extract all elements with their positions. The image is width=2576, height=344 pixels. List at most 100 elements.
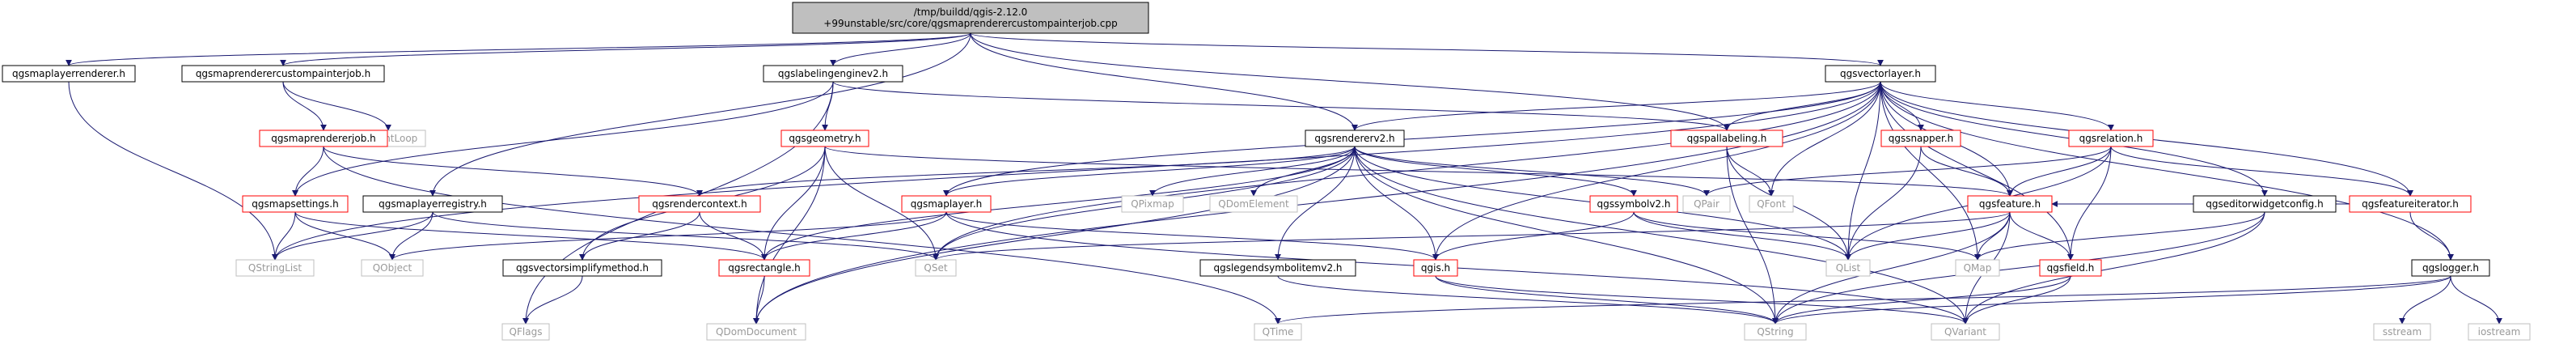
node-qgslabelingenginev2[interactable]: qgslabelingenginev2.h: [763, 65, 903, 83]
edge-root-to-qgsrendererv2: [970, 32, 1358, 131]
node-label-qgsmaprendererjob-0: qgsmaprendererjob.h: [271, 133, 376, 144]
edge-qgsrelation-to-qpair: [1703, 146, 2112, 197]
node-qgsrelation[interactable]: qgsrelation.h: [2068, 130, 2154, 147]
edge-qgsrelation-to-qgsfeatureiterator: [2110, 146, 2413, 197]
edge-qgsrelation-to-qgsfeature: [2007, 146, 2112, 197]
node-label-qgsmapsettings-0: qgsmapsettings.h: [252, 198, 338, 210]
edge-qgsfeatureiterator-to-qgslogger: [2409, 211, 2454, 261]
node-qtime: QTime: [1254, 323, 1302, 341]
node-label-qgslabelingenginev2-0: qgslabelingenginev2.h: [778, 68, 888, 79]
node-label-qgsmaplayerrenderer-0: qgsmaplayerrenderer.h: [12, 68, 125, 79]
edge-qgsfeature-to-qstring: [1772, 211, 2011, 325]
node-qlist: QList: [1825, 259, 1871, 277]
edge-root-to-qgsmaplayerregistry: [429, 32, 971, 197]
edge-qgsmaplayerregistry-to-qstringlist: [272, 211, 434, 261]
node-qgssnapper[interactable]: qgssnapper.h: [1880, 130, 1961, 147]
edge-qgsmaprendererjob-to-qgsrendercontext: [323, 146, 703, 197]
edge-qgsfeature-to-qlist: [1845, 211, 2011, 261]
node-qgslogger[interactable]: qgslogger.h: [2411, 259, 2490, 277]
edge-qgsrendererv2-to-qgssymbolv2: [1354, 146, 1637, 197]
node-qgsfield[interactable]: qgsfield.h: [2039, 259, 2102, 277]
edge-qgspallabeling-to-qstring: [1726, 146, 1779, 325]
edge-qgsgeometry-to-qset: [824, 146, 939, 261]
edge-qgsrelation-to-qgsfield: [2067, 146, 2112, 261]
node-qset: QSet: [915, 259, 957, 277]
node-qfont: QFont: [1749, 195, 1794, 213]
node-label-qgsrendercontext-0: qgsrendercontext.h: [652, 198, 747, 210]
node-label-qgslegendsymbolitemv2-0: qgslegendsymbolitemv2.h: [1213, 262, 1342, 274]
node-label-qgsfeature-0: qgsfeature.h: [1979, 198, 2041, 210]
node-qgsmaprenderercustompainterjob[interactable]: qgsmaprenderercustompainterjob.h: [181, 65, 385, 83]
edge-root-to-qgspallabeling: [970, 32, 1730, 131]
edge-qgslogger-to-qtime: [1275, 275, 2451, 325]
node-qgsgeometry[interactable]: qgsgeometry.h: [780, 130, 869, 147]
node-label-qgsgeometry-0: qgsgeometry.h: [789, 133, 861, 144]
node-label-iostream-0: iostream: [2478, 326, 2521, 338]
node-qgsmaplayer[interactable]: qgsmaplayer.h: [901, 195, 992, 213]
node-qdomdocument: QDomDocument: [706, 323, 806, 341]
node-qdomelement: QDomElement: [1209, 195, 1298, 213]
edge-qgsgeometry-to-qgsrectangle: [761, 146, 826, 261]
edge-qgsfield-to-qvariant: [1962, 275, 2071, 325]
node-label-qdomdocument-0: QDomDocument: [716, 326, 797, 338]
node-label-qvariant-0: QVariant: [1944, 326, 1986, 338]
node-qmap: QMap: [1955, 259, 2000, 277]
edge-qgsrendercontext-to-qgsrectangle: [699, 211, 768, 261]
node-qgslegendsymbolitemv2[interactable]: qgslegendsymbolitemv2.h: [1199, 259, 1356, 277]
edge-qgssymbolv2-to-qmap: [1633, 211, 1981, 261]
node-label-qgsrendererv2-0: qgsrendererv2.h: [1314, 133, 1394, 144]
node-label-qpair-0: QPair: [1694, 198, 1719, 210]
node-qgspallabeling[interactable]: qgspallabeling.h: [1670, 130, 1783, 147]
edge-qgsvectorlayer-to-qgslogger: [1880, 81, 2454, 261]
node-qstring: QString: [1744, 323, 1807, 341]
node-qvariant: QVariant: [1931, 323, 2000, 341]
node-label-qstringlist-0: QStringList: [248, 262, 302, 274]
edge-qgsvectorlayer-to-qlist: [1845, 81, 1881, 261]
edge-root-to-qgslabelingenginev2: [830, 32, 971, 66]
node-label-qflags-0: QFlags: [510, 326, 543, 338]
edge-qgsgeometry-to-qgsfeature: [824, 146, 2013, 197]
edge-qgslabelingenginev2-to-qgsmapsettings: [292, 81, 834, 197]
edge-qgseditorwidgetconfig-to-qstring: [1772, 211, 2265, 325]
node-qgsrendercontext[interactable]: qgsrendercontext.h: [638, 195, 761, 213]
node-label-qgsrelation-0: qgsrelation.h: [2079, 133, 2143, 144]
node-qgsfeatureiterator[interactable]: qgsfeatureiterator.h: [2349, 195, 2472, 213]
node-qgsmaplayerrenderer[interactable]: qgsmaplayerrenderer.h: [2, 65, 136, 83]
edge-qgsmaprenderercustompainterjob-to-qeventloop: [282, 81, 391, 131]
node-label-qgssnapper-0: qgssnapper.h: [1889, 133, 1954, 144]
node-qgsmaplayerregistry[interactable]: qgsmaplayerregistry.h: [362, 195, 503, 213]
node-qgsrendererv2[interactable]: qgsrendererv2.h: [1305, 130, 1405, 147]
node-qobject: QObject: [361, 259, 424, 277]
edge-qgsvectorlayer-to-qfont: [1768, 81, 1881, 197]
node-qgsfeature[interactable]: qgsfeature.h: [1967, 195, 2053, 213]
node-qgis[interactable]: qgis.h: [1413, 259, 1458, 277]
edge-qgsvectorlayer-to-qgspallabeling: [1724, 81, 1881, 131]
node-qflags: QFlags: [501, 323, 550, 341]
edge-qgsrendererv2-to-qvariant: [1354, 146, 1969, 325]
edge-qgsrendercontext-to-qgsvectorsimplifymethod: [579, 211, 700, 261]
edge-qgsmapsettings-to-qobject: [294, 211, 395, 261]
edge-qgsmapsettings-to-qgsrectangle: [294, 211, 768, 261]
edge-qgsvectorlayer-to-qgsrelation: [1880, 81, 2114, 131]
edge-qgssnapper-to-qlist: [1845, 146, 1922, 261]
node-qgsmapsettings[interactable]: qgsmapsettings.h: [242, 195, 349, 213]
node-label-qgsmaplayerregistry-0: qgsmaplayerregistry.h: [379, 198, 487, 210]
node-qgsvectorsimplifymethod[interactable]: qgsvectorsimplifymethod.h: [502, 259, 662, 277]
edge-qgssymbolv2-to-qgis: [1432, 211, 1635, 261]
node-label-qgsfeatureiterator-0: qgsfeatureiterator.h: [2362, 198, 2459, 210]
node-label-qgslogger-0: qgslogger.h: [2422, 262, 2479, 274]
edge-qgsfeature-to-qmap: [1974, 211, 2011, 261]
node-qgssymbolv2[interactable]: qgssymbolv2.h: [1589, 195, 1678, 213]
node-qgseditorwidgetconfig[interactable]: qgseditorwidgetconfig.h: [2193, 195, 2337, 213]
edge-qgssymbolv2-to-qlist: [1633, 211, 1851, 261]
edge-qgsvectorlayer-to-qdomdocument: [753, 81, 1881, 325]
edge-qgsrendererv2-to-qgsrendercontext: [696, 146, 1356, 197]
edge-qgsfeature-to-qgsfield: [2009, 211, 2074, 261]
edge-qgseditorwidgetconfig-to-qmap: [1974, 211, 2265, 261]
node-label-qmap-0: QMap: [1964, 262, 1992, 274]
node-qgsmaprendererjob[interactable]: qgsmaprendererjob.h: [259, 130, 388, 147]
edge-qgslegendsymbolitemv2-to-qstring: [1277, 275, 1779, 325]
node-label-qgspallabeling-0: qgspallabeling.h: [1687, 133, 1767, 144]
node-qgsvectorlayer[interactable]: qgsvectorlayer.h: [1825, 65, 1936, 83]
node-qgsrectangle[interactable]: qgsrectangle.h: [718, 259, 810, 277]
